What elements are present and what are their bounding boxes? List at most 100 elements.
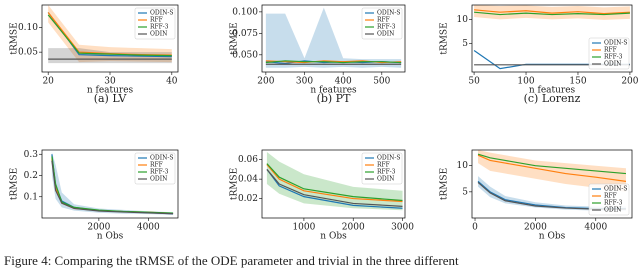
y-tick-label: 10 [457, 161, 469, 171]
legend-label: ODIN-S [150, 10, 174, 17]
y-tick-label: 0.1 [24, 192, 38, 202]
y-axis-label: tRMSE [10, 168, 20, 200]
series-line [51, 160, 174, 215]
y-axis-label: tRMSE [10, 22, 20, 54]
x-tick-label: 40 [166, 77, 178, 87]
y-tick-label: 0.10 [18, 23, 38, 33]
legend-box [588, 183, 630, 216]
legend-label: ODIN-S [604, 40, 628, 47]
series-line [266, 169, 403, 207]
y-tick-label: 5 [462, 39, 468, 49]
series-line [474, 9, 630, 15]
x-tick-label: 2000 [342, 223, 365, 233]
y-tick-label: 0.2 [24, 171, 38, 181]
series-line [51, 156, 174, 214]
x-axis-label: n Obs [539, 232, 566, 242]
y-tick-label: 0.05 [18, 48, 38, 58]
series-line [266, 169, 403, 209]
legend-label: RFF [377, 162, 390, 169]
legend-box [134, 152, 176, 185]
series-line [477, 153, 627, 175]
series-line [265, 60, 402, 64]
x-tick-label: 4000 [584, 223, 607, 233]
axes-frame [261, 4, 406, 73]
legend-label: ODIN [604, 207, 621, 214]
axes-frame [471, 4, 633, 73]
legend-label: RFF [150, 162, 163, 169]
series-line [47, 14, 172, 57]
legend-label: RFF [377, 17, 390, 24]
legend-label: RFF [604, 47, 617, 54]
plot-area [266, 151, 403, 211]
x-tick-label: 400 [335, 77, 352, 87]
axes-frame [261, 149, 406, 219]
x-tick-label: 2000 [87, 223, 110, 233]
subplot: 0.050 0.075 0.100 200 300 400 500 n features tRM… [230, 4, 406, 105]
axes-frame [41, 149, 179, 219]
y-tick-label: 0.04 [238, 175, 258, 185]
y-tick-label: 0.050 [232, 50, 258, 60]
series-line [266, 163, 403, 202]
error-band [48, 5, 172, 63]
x-tick-label: 2000 [524, 223, 547, 233]
x-tick-label: 4000 [137, 223, 160, 233]
legend-label: RFF [150, 17, 163, 24]
x-tick-label: 300 [296, 77, 313, 87]
x-tick-label: 20 [42, 77, 54, 87]
plot-area [477, 150, 627, 211]
legend-label: RFF-3 [377, 169, 396, 176]
legend-label: ODIN [150, 31, 167, 38]
x-axis-label: n features [87, 86, 134, 96]
legend-label: ODIN [604, 61, 621, 68]
plot-area [51, 152, 174, 215]
x-tick-label: 3000 [391, 223, 414, 233]
error-band [474, 5, 630, 20]
error-band [265, 7, 402, 68]
subplot-caption: (a) LV [94, 92, 128, 105]
subplot: 0.05 0.10 20 30 40 n features tRMSE (a) LV ODIN-… [10, 4, 179, 105]
legend-label: RFF-3 [150, 169, 169, 176]
legend-label: RFF-3 [150, 24, 169, 31]
legend-label: RFF-3 [377, 24, 396, 31]
y-tick-label: 0.100 [232, 7, 258, 17]
y-axis-label: tRMSE [230, 168, 240, 200]
y-axis-label: tRMSE [440, 168, 450, 200]
x-tick-label: 1000 [292, 223, 315, 233]
x-tick-label: 150 [569, 77, 586, 87]
y-tick-label: 0.3 [24, 150, 39, 160]
legend-box [588, 37, 630, 70]
x-axis-label: n features [310, 86, 357, 96]
series-line [266, 164, 403, 203]
legend-label: ODIN [377, 176, 394, 183]
legend-label: ODIN-S [377, 10, 401, 17]
legend-box [361, 152, 403, 185]
y-tick-label: 0.06 [238, 155, 258, 165]
subplot-caption: (b) PT [317, 92, 352, 105]
x-tick-label: 0 [472, 223, 478, 233]
plot-area [265, 7, 402, 68]
subplot-caption: (c) Lorenz [524, 92, 581, 105]
x-axis-label: n Obs [320, 232, 347, 242]
x-tick-label: 50 [468, 77, 480, 87]
series-line [477, 154, 627, 182]
subplot: 0.02 0.04 0.06 1000 2000 3000 n Obs tRMSE ODIN-S… [230, 149, 414, 242]
y-tick-label: 10 [457, 15, 469, 25]
axes-frame [41, 4, 179, 73]
x-axis-label: n features [529, 86, 576, 96]
y-tick-label: 0.02 [238, 194, 258, 204]
legend-label: ODIN [377, 31, 394, 38]
subplot: 5 10 50 100 150 200 n features tRMSE (c) Lorenz O… [440, 4, 639, 105]
y-tick-label: 5 [462, 187, 468, 197]
legend-label: RFF-3 [604, 54, 623, 61]
legend-box [361, 7, 403, 40]
x-tick-label: 500 [373, 77, 390, 87]
axes-frame [471, 149, 633, 219]
legend-box [134, 7, 176, 40]
x-tick-label: 200 [257, 77, 274, 87]
legend-label: RFF-3 [604, 200, 623, 207]
subplot: 0.1 0.2 0.3 2000 4000 n Obs tRMSE ODIN-SRFFRFF-… [10, 149, 179, 242]
plot-area [47, 5, 172, 64]
legend-label: ODIN-S [604, 186, 628, 193]
